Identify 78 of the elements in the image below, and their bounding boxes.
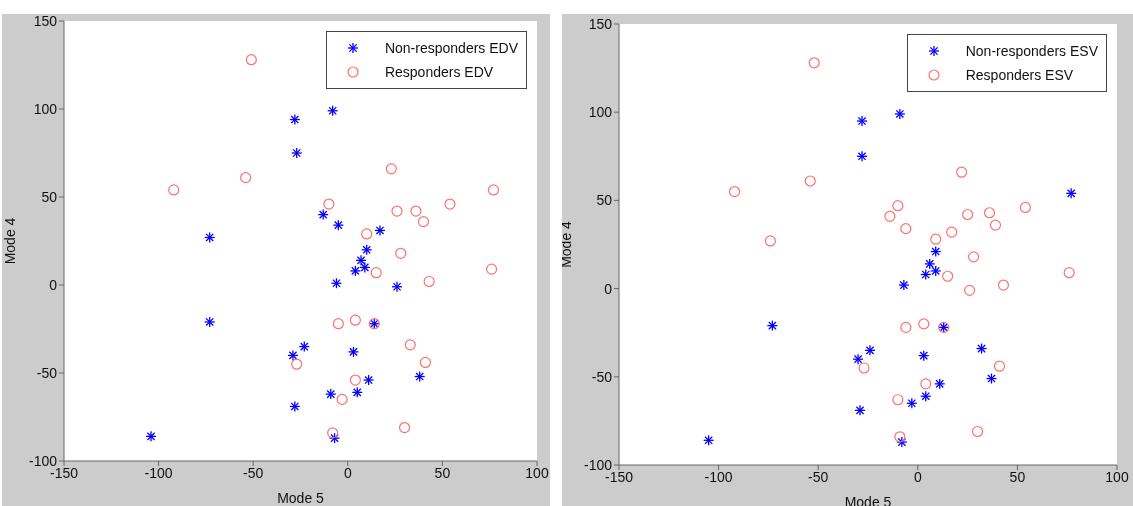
point xyxy=(892,200,904,212)
point xyxy=(956,166,968,178)
point xyxy=(245,54,257,66)
point xyxy=(993,360,1006,372)
point xyxy=(487,184,500,196)
x-tick-label: 100 xyxy=(1105,468,1129,485)
point xyxy=(946,226,958,238)
point xyxy=(892,394,904,406)
point xyxy=(327,427,339,439)
x-tick-label: 0 xyxy=(913,468,922,485)
point xyxy=(962,208,974,221)
y-axis-title: Mode 4 xyxy=(1,217,18,265)
y-tick-label: 100 xyxy=(588,104,613,121)
point xyxy=(404,339,416,351)
x-tick-label: -100 xyxy=(704,468,733,485)
x-tick-label: 50 xyxy=(1009,468,1026,485)
y-tick-label: 150 xyxy=(588,15,613,32)
y-tick-label: 100 xyxy=(33,100,58,117)
point xyxy=(395,247,407,259)
point xyxy=(291,358,303,370)
point xyxy=(920,378,932,390)
point xyxy=(764,235,776,247)
y-tick-label: 0 xyxy=(604,280,613,297)
x-tick-label: -50 xyxy=(243,464,264,481)
legend-label: Responders ESV xyxy=(965,67,1074,83)
point xyxy=(485,263,498,275)
legend-label: Non-responders EDV xyxy=(384,40,518,56)
point xyxy=(804,175,816,187)
point xyxy=(444,198,456,210)
x-tick-label: 0 xyxy=(343,464,352,481)
point xyxy=(240,172,252,184)
y-tick-label: -100 xyxy=(28,452,58,469)
y-tick-label: 50 xyxy=(41,188,58,205)
x-tick-label: 50 xyxy=(434,464,451,481)
y-tick-label: 150 xyxy=(33,12,58,29)
point xyxy=(942,270,954,282)
y-tick-label: 0 xyxy=(49,276,58,293)
x-axis-title: Mode 5 xyxy=(277,490,325,506)
point xyxy=(967,251,980,263)
point xyxy=(419,356,431,369)
point xyxy=(1019,201,1031,214)
point xyxy=(423,275,435,288)
point xyxy=(349,314,361,326)
point xyxy=(997,279,1010,291)
point xyxy=(930,233,942,245)
point xyxy=(963,284,976,296)
point xyxy=(323,198,335,210)
point xyxy=(989,219,1002,231)
point xyxy=(894,431,906,443)
x-tick-label: 100 xyxy=(525,464,549,481)
point xyxy=(971,425,984,438)
point xyxy=(361,228,373,240)
point xyxy=(728,185,741,198)
point xyxy=(349,374,361,386)
point xyxy=(391,205,403,217)
point xyxy=(385,163,397,175)
point xyxy=(983,207,996,219)
point xyxy=(370,267,382,279)
point xyxy=(884,210,896,222)
point xyxy=(417,216,430,228)
point xyxy=(398,421,411,434)
point xyxy=(410,205,422,217)
point xyxy=(336,393,348,405)
point xyxy=(900,321,912,334)
point xyxy=(858,362,870,374)
point xyxy=(808,57,820,69)
point xyxy=(918,318,930,330)
legend-label: Non-responders ESV xyxy=(965,43,1098,59)
legend-label: Responders EDV xyxy=(384,64,494,80)
x-tick-label: -100 xyxy=(144,464,173,481)
point xyxy=(1063,267,1075,279)
point xyxy=(900,223,912,235)
point xyxy=(332,318,344,330)
point xyxy=(168,184,180,196)
y-tick-label: 50 xyxy=(596,192,613,209)
x-tick-label: -50 xyxy=(808,468,829,485)
y-tick-label: -50 xyxy=(591,368,613,385)
y-tick-label: -50 xyxy=(36,364,58,381)
